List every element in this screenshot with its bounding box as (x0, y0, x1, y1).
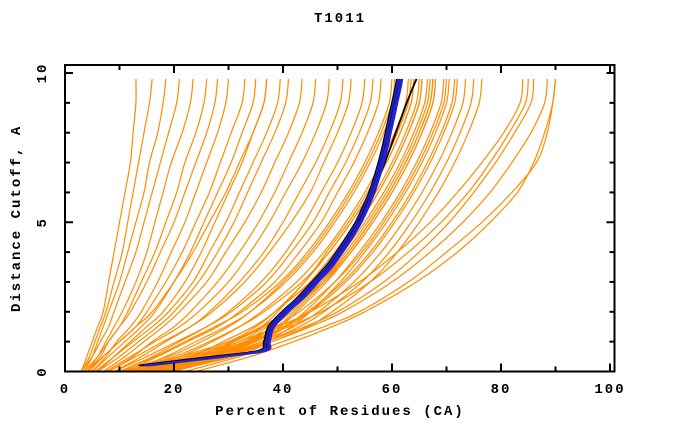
curve-navy (143, 78, 399, 367)
curve-orange (143, 78, 434, 372)
curve-orange (86, 78, 268, 372)
curve-orange (195, 78, 557, 372)
curve-orange (124, 78, 382, 372)
chart-title: T1011 (313, 11, 366, 27)
curve-orange (130, 78, 409, 372)
curve-orange (89, 78, 246, 372)
curve-orange (97, 78, 268, 372)
curve-orange (162, 78, 529, 372)
curve-orange (119, 78, 393, 372)
curve-orange (184, 78, 557, 372)
curve-orange (119, 78, 396, 372)
y-tick-label: 0 (35, 366, 51, 376)
curve-orange (173, 78, 548, 372)
curve-orange (130, 78, 398, 372)
curve-orange (91, 78, 230, 372)
curve-orange (138, 78, 431, 372)
y-tick-label: 5 (35, 217, 51, 227)
x-tick-label: 100 (594, 382, 625, 398)
curve-orange (97, 78, 290, 372)
curve-navy (149, 78, 404, 367)
curve-navy (146, 78, 402, 367)
x-tick-label: 80 (491, 382, 512, 398)
curve-orange (146, 78, 437, 372)
curve-orange (94, 78, 281, 372)
curve-orange (80, 78, 137, 372)
curve-orange (83, 78, 167, 372)
curve-orange (86, 78, 194, 372)
curve-orange (108, 78, 317, 372)
curve-orange (113, 78, 374, 372)
x-tick-label: 0 (60, 382, 70, 398)
plot-frame (64, 64, 616, 373)
x-tick-label: 60 (382, 382, 403, 398)
curve-orange (108, 78, 352, 372)
curve-orange (80, 78, 153, 372)
curve-orange (83, 78, 219, 372)
x-axis-label: Percent of Residues (CA) (215, 404, 465, 420)
curve-orange (113, 78, 344, 372)
curve-orange (152, 78, 524, 372)
x-tick-label: 40 (273, 382, 294, 398)
curve-orange (119, 78, 366, 372)
curve-orange (102, 78, 303, 372)
curve-orange (105, 78, 330, 372)
y-tick-label: 10 (35, 63, 51, 84)
curve-orange (135, 78, 420, 372)
curve-navy (147, 78, 403, 367)
curve-orange (124, 78, 412, 372)
curve-orange (130, 78, 415, 372)
curve-orange (152, 78, 445, 372)
curve-orange (80, 78, 180, 372)
x-tick-label: 20 (164, 382, 185, 398)
curve-black (138, 78, 398, 367)
curve-orange (91, 78, 257, 372)
